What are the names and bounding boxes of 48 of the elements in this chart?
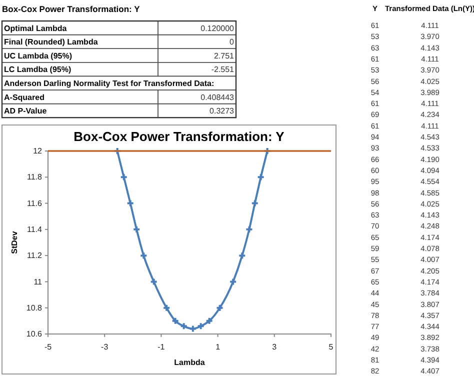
chart-title: Box-Cox Power Transformation: Y (74, 129, 285, 144)
point (216, 304, 224, 312)
y-tick-label: 10.6 (26, 330, 43, 339)
y-axis-title: StDev (10, 230, 19, 254)
point (180, 322, 188, 330)
text: 0.3273 (210, 106, 234, 116)
category-label: AD P-Value (4, 106, 48, 116)
point (171, 316, 180, 325)
point (245, 225, 254, 234)
point (205, 316, 214, 325)
category-label: A-Squared (4, 92, 45, 102)
x-tick-label: 1 (216, 342, 221, 352)
y-tick-label: 11.8 (27, 172, 43, 182)
text: 0 (230, 38, 234, 47)
point (132, 225, 141, 234)
text: Box-Cox Power Transformation: Y (2, 4, 140, 14)
point (140, 252, 148, 260)
point (256, 173, 265, 182)
text: 0.120000 (200, 24, 234, 33)
point (188, 324, 197, 333)
x-tick-label: -1 (158, 342, 166, 352)
x-tick-label: -5 (44, 342, 52, 352)
category-label: Final (Rounded) Lambda (4, 38, 98, 47)
category-label: LC Lamdba (95%) (4, 65, 72, 74)
point (229, 278, 238, 286)
text: 2.751 (214, 51, 234, 60)
x-tick-label: -3 (101, 342, 109, 352)
x-axis-title: Lambda (174, 358, 206, 367)
point (238, 252, 246, 260)
text: Anderson Darling Normality Test for Transformed Data: (4, 79, 214, 88)
point (120, 173, 128, 182)
x-tick-label: 5 (328, 342, 334, 352)
text: -2.551 (211, 65, 234, 74)
point (126, 199, 134, 208)
point (150, 278, 158, 286)
point (162, 304, 171, 312)
category-label: Optimal Lambda (4, 24, 68, 33)
y-tick-label: 11 (34, 277, 43, 286)
y-tick-label: 11.4 (27, 224, 43, 234)
y-tick-label: 11.2 (27, 251, 43, 260)
y-tick-label: 12 (33, 146, 43, 156)
x-tick-label: 3 (272, 342, 278, 352)
text: 0.408443 (200, 92, 234, 102)
point (250, 199, 259, 208)
y-tick-label: 10.8 (26, 303, 43, 312)
category-label: UC Lambda (95%) (4, 51, 72, 60)
point (196, 322, 205, 330)
y-tick-label: 11.6 (27, 198, 43, 208)
